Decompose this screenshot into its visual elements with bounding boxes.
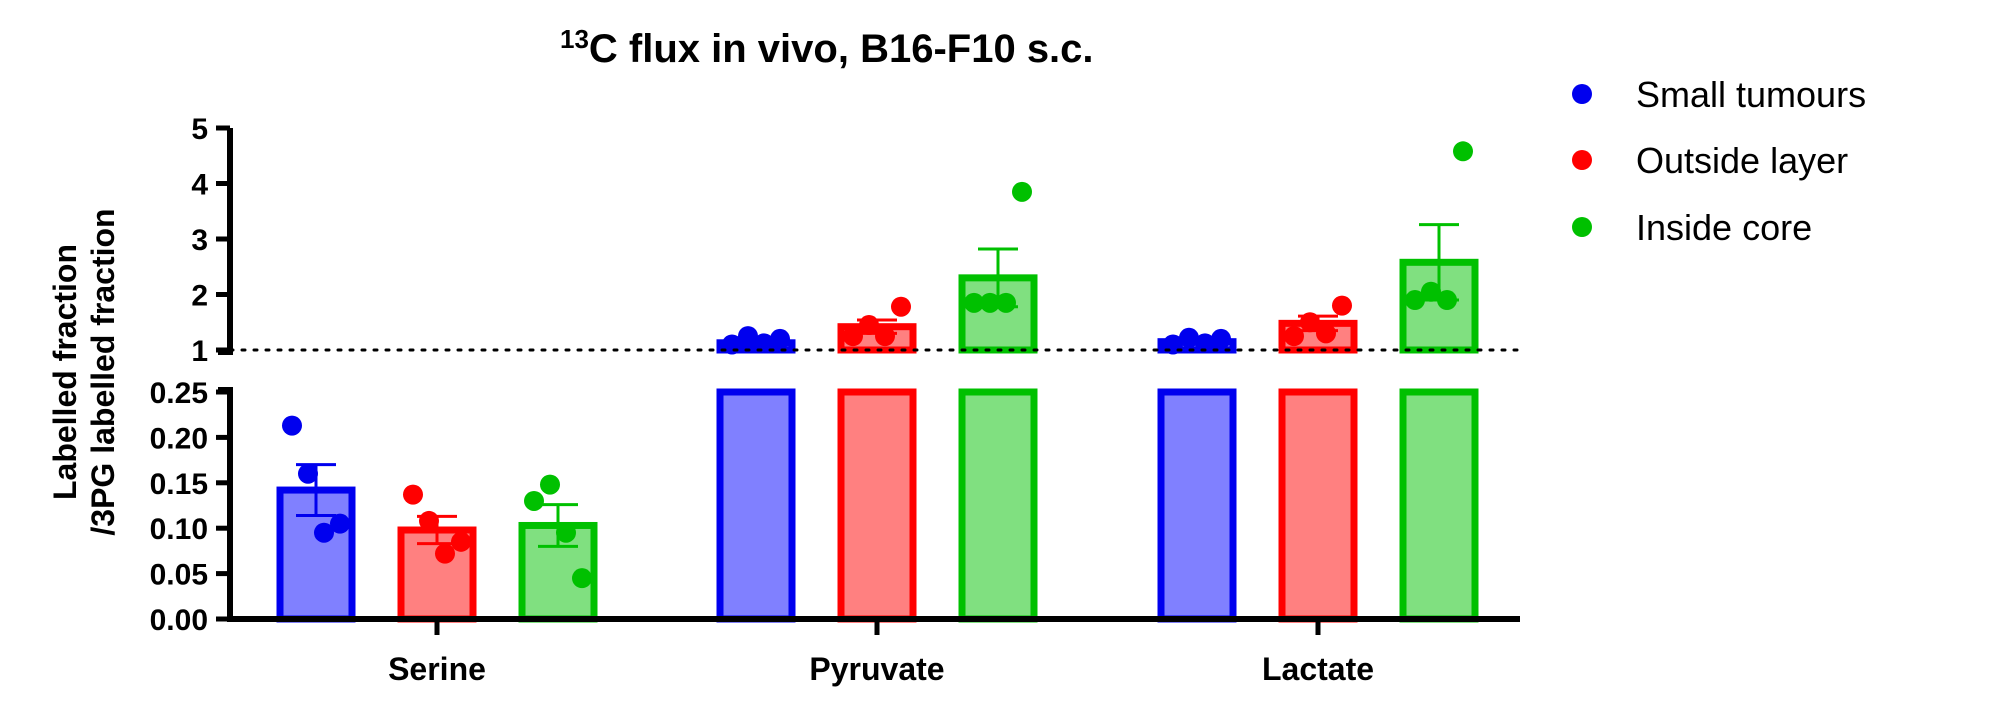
legend-marker (1572, 217, 1592, 237)
data-point (770, 328, 790, 349)
plot-area: 1 2 3 4 5 0.00 0.05 0.10 0.15 0.20 0.25 Serine Pyruv… (150, 113, 1522, 687)
data-point (1421, 281, 1441, 302)
data-point (572, 568, 592, 589)
data-point (964, 292, 984, 313)
y-tick-label: 0.20 (150, 422, 208, 455)
data-point (859, 315, 879, 336)
data-point (738, 326, 758, 347)
data-point (891, 296, 911, 317)
data-point (1195, 333, 1215, 354)
data-point (1211, 328, 1231, 349)
y-tick-label: 0.05 (150, 559, 208, 592)
y-axis-title: Labelled fraction /3PG labelled fraction (47, 208, 121, 535)
data-point (1453, 141, 1473, 162)
y-axis-title-line2: /3PG labelled fraction (85, 208, 121, 535)
data-point (1437, 290, 1457, 311)
data-point (556, 522, 576, 543)
data-point (419, 510, 439, 531)
y-tick-label: 0.10 (150, 513, 208, 546)
data-point (1012, 181, 1032, 202)
legend-label: Small tumours (1636, 74, 1866, 115)
chart-title-main: C flux in vivo, B16-F10 s.c. (589, 27, 1094, 71)
bar-lower-part (958, 388, 1038, 623)
data-point (1300, 312, 1320, 333)
data-point (875, 326, 895, 347)
data-point (435, 543, 455, 564)
data-point (754, 333, 774, 354)
data-point (540, 474, 560, 495)
data-point (282, 415, 302, 436)
data-point (1179, 327, 1199, 348)
data-point (996, 292, 1016, 313)
data-point (1284, 326, 1304, 347)
data-point (1332, 295, 1352, 316)
bar-lower-part (1157, 388, 1237, 623)
data-point (524, 490, 544, 511)
legend-marker (1572, 150, 1592, 170)
y-tick-label: 2 (191, 280, 208, 313)
y-tick-label: 3 (191, 224, 208, 257)
legend-label: Inside core (1636, 207, 1812, 248)
legend-marker (1572, 84, 1592, 104)
data-point (1316, 323, 1336, 344)
data-point (314, 522, 334, 543)
x-category-label: Pyruvate (809, 651, 944, 687)
data-point (980, 292, 1000, 313)
bar-lower-part (716, 388, 796, 623)
data-point (843, 326, 863, 347)
legend: Small tumours Outside layer Inside core (1572, 74, 1866, 248)
chart-title-superscript: 13 (560, 24, 589, 54)
y-tick-label: 5 (191, 113, 208, 146)
bar-lower-part (1278, 388, 1358, 623)
y-tick-label: 0.00 (150, 604, 208, 637)
y-tick-label: 1 (191, 335, 208, 368)
data-point (1405, 290, 1425, 311)
y-axis-title-line1: Labelled fraction (47, 244, 83, 500)
bar-lower-part (837, 388, 917, 623)
data-point (403, 484, 423, 505)
x-category-label: Lactate (1262, 651, 1374, 687)
data-point (330, 513, 350, 534)
data-point (298, 463, 318, 484)
y-tick-label: 0.15 (150, 468, 208, 501)
y-tick-label: 4 (191, 169, 208, 202)
data-point (451, 531, 471, 552)
chart-title: 13C flux in vivo, B16-F10 s.c. (560, 24, 1094, 71)
x-category-label: Serine (388, 651, 486, 687)
bar-lower-part (1399, 388, 1479, 623)
legend-label: Outside layer (1636, 140, 1848, 181)
y-tick-label: 0.25 (150, 377, 208, 410)
